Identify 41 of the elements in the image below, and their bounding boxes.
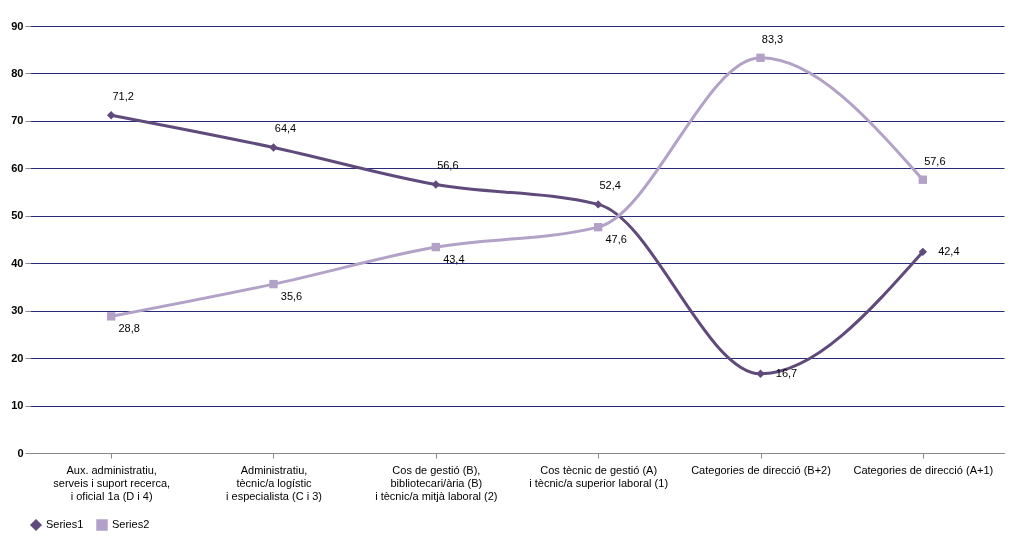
point (269, 143, 278, 152)
y-tick-label: 30 (11, 304, 24, 317)
data-label: 43,4 (443, 253, 465, 266)
point (431, 242, 441, 252)
x-tick-label: Cos tècnic de gestió (A) i tècnic/a superior laboral (1) (529, 463, 669, 489)
y-tick-label: 40 (11, 256, 24, 269)
legend-label: Series1 (46, 518, 84, 530)
point (106, 111, 116, 120)
point (918, 247, 928, 257)
point (431, 180, 441, 189)
data-label: 52,4 (599, 179, 621, 192)
y-tick-label: 60 (11, 161, 24, 174)
data-label: 83,3 (761, 32, 784, 45)
point (593, 222, 603, 232)
data-label: 71,2 (112, 90, 134, 103)
data-label: 16,7 (775, 366, 798, 379)
y-tick-label: 20 (11, 351, 24, 364)
point (593, 200, 603, 209)
point (756, 369, 765, 378)
data-label: 42,4 (938, 244, 960, 257)
y-tick-label: 80 (11, 66, 24, 79)
y-tick-label: 0 (17, 446, 24, 459)
y-tick-label: 50 (11, 209, 24, 222)
legend-label: Series2 (112, 518, 150, 530)
data-label: 35,6 (280, 290, 303, 303)
y-tick-label: 10 (11, 399, 24, 412)
point (269, 279, 278, 289)
data-label: 64,4 (274, 122, 297, 135)
y-tick-label: 70 (11, 114, 24, 127)
point (756, 53, 765, 62)
data-label: 57,6 (924, 154, 946, 167)
x-tick-label: Categories de direcció (B+2) (691, 463, 831, 476)
x-tick-label: Aux. administratiu, serveis i suport recerca, i oficial 1a (D i 4) (53, 463, 171, 502)
x-tick-label: Administratiu, tècnic/a logístic i especialista (C i 3) (226, 463, 322, 502)
x-tick-label: Cos de gestió (B), bibliotecari/ària (B) i tècnic/a mitjà laboral (2) (375, 463, 498, 502)
x-tick-label: Categories de direcció (A+1) (853, 463, 994, 476)
data-label: 47,6 (605, 233, 627, 246)
point (106, 312, 116, 321)
data-label: 28,8 (118, 322, 140, 335)
point (918, 175, 928, 184)
y-tick-label: 90 (11, 19, 24, 32)
